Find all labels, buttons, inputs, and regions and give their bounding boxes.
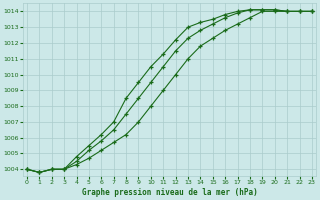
X-axis label: Graphe pression niveau de la mer (hPa): Graphe pression niveau de la mer (hPa) (82, 188, 257, 197)
